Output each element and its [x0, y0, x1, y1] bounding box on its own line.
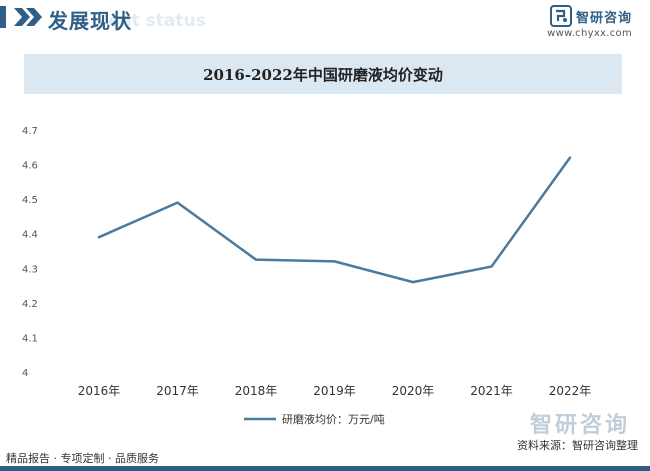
header-accent-bar [0, 6, 6, 28]
x-tick-label: 2020年 [392, 384, 435, 398]
brand-url: www.chyxx.com [547, 28, 632, 39]
section-title: 发展现状 [48, 9, 132, 33]
x-tick-label: 2022年 [549, 384, 592, 398]
series-line [97, 156, 572, 284]
y-axis: 4 4.1 4.2 4.3 4.4 4.5 4.6 4.7 [22, 126, 38, 379]
chart-legend: 研磨液均价：万元/吨 [244, 412, 385, 426]
series-layer [97, 156, 572, 284]
footer-watermark-brand: 智研咨询 [530, 407, 630, 439]
x-axis: 2016年 2017年 2018年 2019年 2020年 2021年 2022年 [78, 384, 592, 398]
brand-name: 智研咨询 [575, 10, 632, 26]
brand-logo-icon [549, 5, 572, 27]
y-tick-label: 4.1 [22, 333, 38, 344]
header-ghost-text: ent status [108, 11, 206, 31]
y-tick-label: 4.5 [22, 195, 38, 206]
footer-tagline: 精品报告 · 专项定制 · 品质服务 [6, 452, 159, 465]
x-tick-label: 2016年 [78, 384, 121, 398]
data-point [176, 201, 179, 204]
data-point [98, 236, 100, 238]
data-point [490, 265, 493, 268]
legend-label: 研磨液均价：万元/吨 [282, 412, 385, 426]
chart-title: 2016-2022年中国研磨液均价变动 [203, 65, 443, 84]
y-tick-label: 4.6 [22, 161, 38, 172]
page-header: ent status 发展现状 [0, 0, 650, 40]
y-tick-label: 4.2 [22, 299, 38, 310]
x-tick-label: 2021年 [470, 384, 513, 398]
chart-title-banner: 2016-2022年中国研磨液均价变动 [24, 54, 622, 94]
y-tick-label: 4.7 [22, 126, 38, 137]
y-tick-label: 4 [22, 368, 28, 379]
data-point [569, 156, 571, 159]
y-tick-label: 4.3 [22, 264, 38, 275]
brand-block: 智研咨询 www.chyxx.com [547, 5, 632, 39]
footer-rule [0, 466, 650, 471]
x-tick-label: 2019年 [313, 384, 356, 398]
y-tick-label: 4.4 [22, 230, 38, 241]
x-tick-label: 2017年 [156, 384, 199, 398]
x-tick-label: 2018年 [235, 384, 278, 398]
data-point [412, 281, 414, 283]
chevron-icon [14, 8, 42, 26]
data-point [333, 260, 336, 263]
data-point [255, 258, 257, 261]
footer-brand-name: 智研咨询 [529, 413, 630, 438]
data-source: 资料来源：智研咨询整理 [517, 439, 638, 452]
